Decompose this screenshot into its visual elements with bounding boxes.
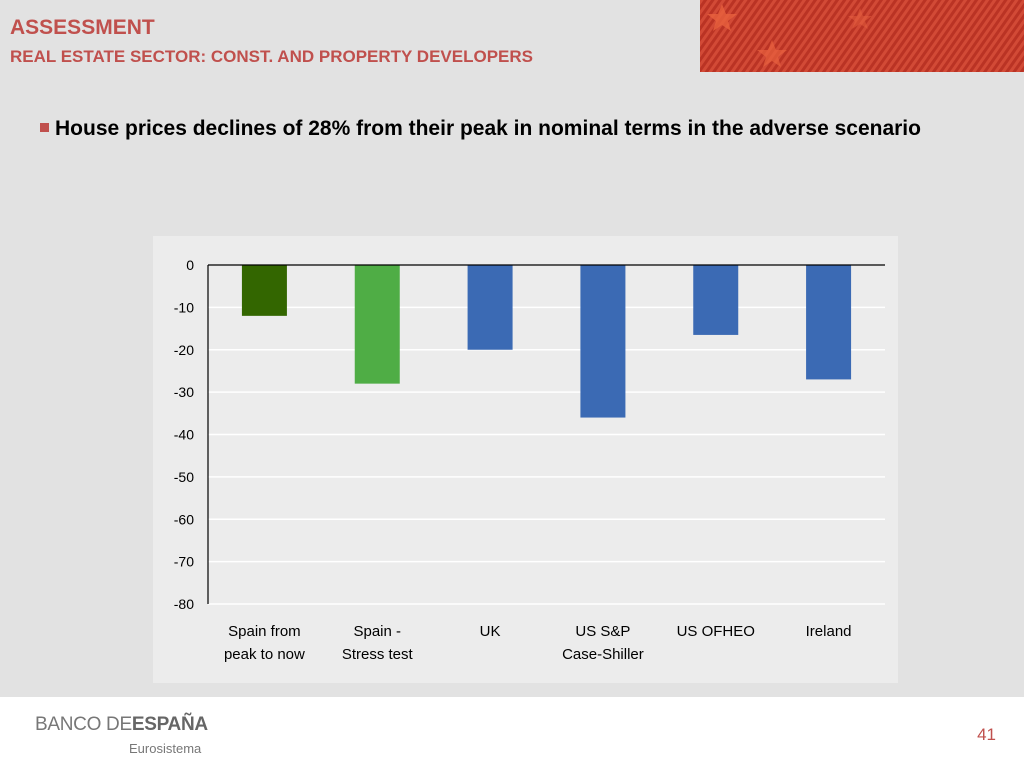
x-category-label-line: Spain from	[228, 623, 301, 640]
y-tick-label: -40	[174, 427, 194, 443]
x-category-label: US OFHEO	[677, 623, 755, 640]
x-category-label-line: UK	[480, 623, 501, 640]
y-tick-label: -20	[174, 342, 194, 358]
eurosistema-label: Eurosistema	[129, 741, 202, 756]
bar	[354, 265, 400, 384]
y-tick-label: -10	[174, 299, 194, 315]
x-category-label-line: US S&P	[575, 623, 630, 640]
y-tick-label: 0	[186, 257, 194, 273]
y-tick-label: -30	[174, 384, 194, 400]
x-category-label-line: Ireland	[806, 623, 852, 640]
bar-chart: 0 -10 -20 -30 -40 -50 -60 -70 -80 Spain from peak …	[174, 257, 885, 663]
bullet-point: House prices declines of 28% from their …	[38, 114, 938, 144]
page-number: 41	[977, 725, 996, 744]
slide-title: ASSESSMENT	[10, 16, 155, 39]
banco-de-espana-logo: BANCO DEESPAÑA	[35, 714, 208, 735]
x-category-label: Spain from peak to now	[224, 623, 305, 663]
x-category-label: Spain - Stress test	[342, 623, 414, 663]
y-tick-label: -50	[174, 469, 194, 485]
bar-chart-panel: 0 -10 -20 -30 -40 -50 -60 -70 -80 Spain from peak …	[153, 236, 898, 683]
y-tick-label: -80	[174, 596, 194, 612]
x-category-label: US S&P Case-Shiller	[562, 623, 644, 663]
x-category-label-line: Stress test	[342, 646, 414, 663]
slide-subtitle: REAL ESTATE SECTOR: CONST. AND PROPERTY …	[10, 47, 533, 66]
bar	[467, 265, 513, 350]
x-category-label-line: US OFHEO	[677, 623, 755, 640]
bullet-text: House prices declines of 28% from their …	[55, 117, 921, 140]
y-tick-label: -70	[174, 554, 194, 570]
x-category-label-line: Spain -	[353, 623, 401, 640]
y-tick-label: -60	[174, 511, 194, 527]
x-category-label: Ireland	[806, 623, 852, 640]
bullet-square-icon	[40, 122, 49, 132]
footer: BANCO DEESPAÑA Eurosistema 41	[0, 697, 1024, 768]
bar	[241, 265, 287, 316]
x-category-label: UK	[480, 623, 501, 640]
x-category-label-line: peak to now	[224, 646, 305, 663]
flag-banner-image	[700, 0, 1024, 72]
bar	[693, 265, 739, 335]
bar	[806, 265, 852, 380]
x-category-label-line: Case-Shiller	[562, 646, 644, 663]
bar	[580, 265, 626, 418]
